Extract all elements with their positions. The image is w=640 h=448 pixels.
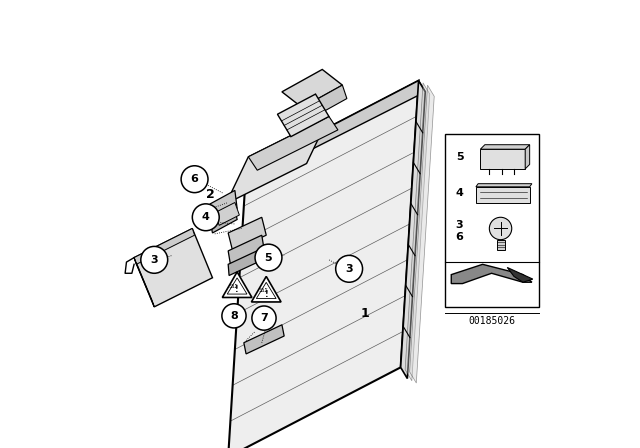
Text: ΞΔΣ: ΞΔΣ xyxy=(258,289,268,293)
Polygon shape xyxy=(525,145,530,169)
Polygon shape xyxy=(405,83,430,381)
Bar xyxy=(445,134,539,307)
Text: 2: 2 xyxy=(206,188,214,202)
Polygon shape xyxy=(134,228,195,264)
Circle shape xyxy=(252,306,276,330)
Polygon shape xyxy=(481,145,530,149)
Polygon shape xyxy=(508,267,533,282)
Polygon shape xyxy=(244,325,284,354)
Polygon shape xyxy=(248,116,338,170)
Text: 3: 3 xyxy=(456,220,463,230)
Polygon shape xyxy=(222,272,252,297)
Text: 6: 6 xyxy=(191,174,198,184)
Polygon shape xyxy=(410,85,435,383)
Polygon shape xyxy=(302,85,347,121)
Text: !: ! xyxy=(236,285,239,294)
Circle shape xyxy=(336,255,362,282)
Polygon shape xyxy=(228,249,262,276)
Text: ΞΔΣ: ΞΔΣ xyxy=(229,284,239,289)
Circle shape xyxy=(141,246,168,273)
Polygon shape xyxy=(278,94,329,137)
Text: 00185026: 00185026 xyxy=(468,316,515,326)
Circle shape xyxy=(490,217,512,240)
Polygon shape xyxy=(226,116,329,204)
Text: 3: 3 xyxy=(346,264,353,274)
Text: 4: 4 xyxy=(456,188,463,198)
Circle shape xyxy=(255,244,282,271)
Circle shape xyxy=(222,304,246,328)
Polygon shape xyxy=(227,278,247,294)
Polygon shape xyxy=(228,81,419,448)
Text: 5: 5 xyxy=(265,253,272,263)
Polygon shape xyxy=(476,184,532,187)
Polygon shape xyxy=(401,81,425,379)
Text: 4: 4 xyxy=(202,212,210,222)
Polygon shape xyxy=(210,190,237,222)
Polygon shape xyxy=(481,149,525,169)
Polygon shape xyxy=(451,264,532,284)
Polygon shape xyxy=(134,228,212,307)
Text: !: ! xyxy=(264,290,268,299)
Polygon shape xyxy=(134,258,154,307)
Polygon shape xyxy=(228,217,266,251)
Circle shape xyxy=(192,204,219,231)
Text: 7: 7 xyxy=(260,313,268,323)
Text: 5: 5 xyxy=(456,152,463,162)
Circle shape xyxy=(181,166,208,193)
Text: 3: 3 xyxy=(150,255,158,265)
Text: 6: 6 xyxy=(456,233,463,242)
Polygon shape xyxy=(476,187,530,203)
Polygon shape xyxy=(257,282,276,298)
Polygon shape xyxy=(497,240,504,250)
Polygon shape xyxy=(246,81,425,179)
Polygon shape xyxy=(210,208,237,233)
Text: 8: 8 xyxy=(230,311,238,321)
Polygon shape xyxy=(228,235,264,264)
Polygon shape xyxy=(252,276,281,302)
Polygon shape xyxy=(215,202,239,225)
Polygon shape xyxy=(282,69,342,108)
Text: 1: 1 xyxy=(360,307,369,320)
